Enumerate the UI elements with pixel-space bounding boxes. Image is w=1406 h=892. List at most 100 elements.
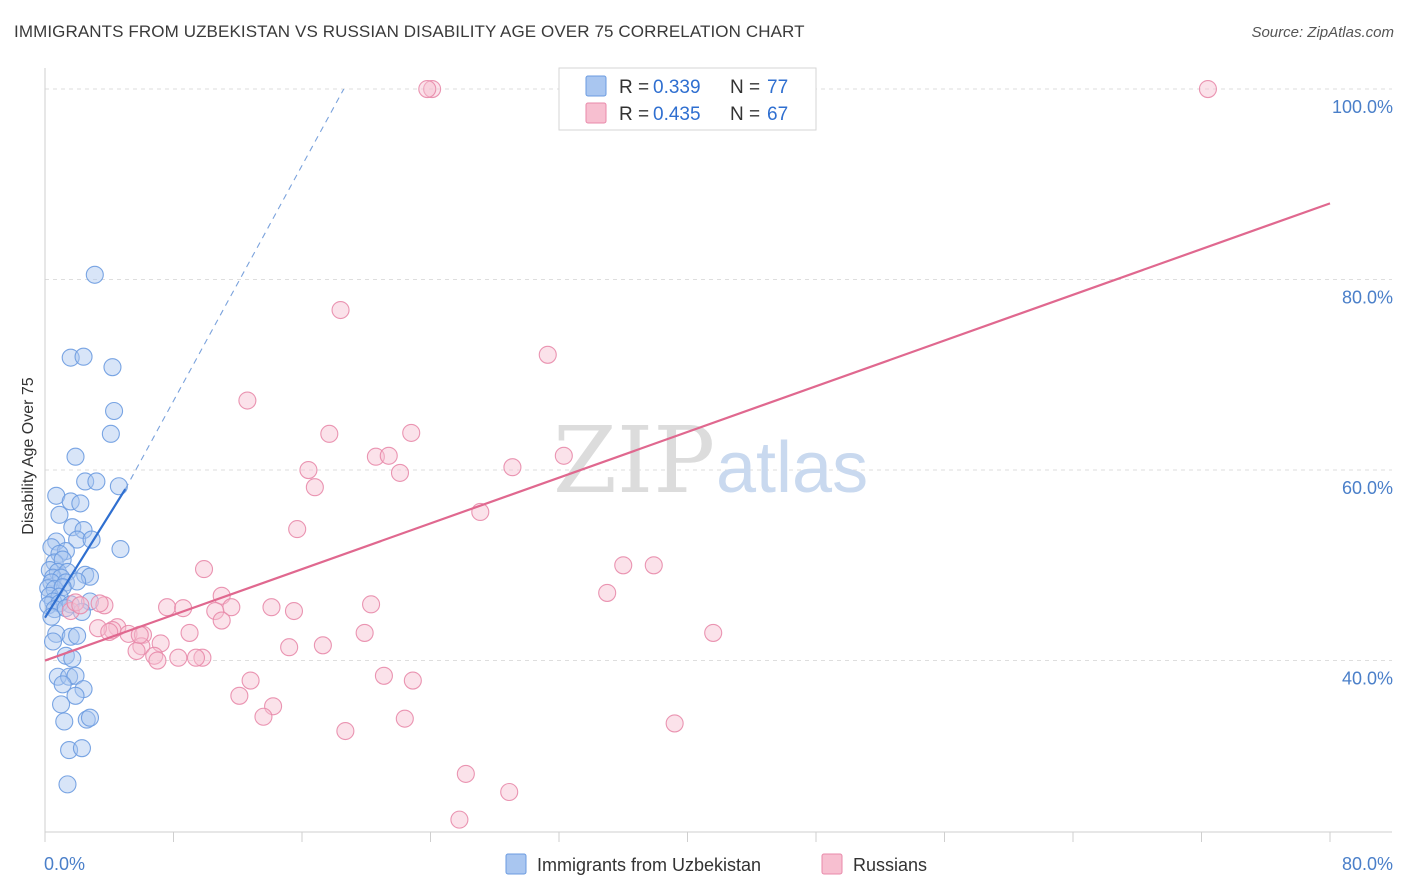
point-0-22 xyxy=(50,544,69,563)
legend-swatch-uzbekistan xyxy=(585,75,607,97)
point-1-59 xyxy=(500,782,519,802)
watermark-zip: ZIP xyxy=(553,407,715,514)
y-tick-label-3: 100.0% xyxy=(1332,97,1393,117)
point-0-51 xyxy=(68,626,87,645)
point-1-44 xyxy=(313,636,332,655)
y-tick-label-2: 80.0% xyxy=(1342,288,1393,308)
point-1-61 xyxy=(90,594,109,613)
point-1-42 xyxy=(127,641,146,661)
correlation-legend: R = 0.339 N = 77 R = 0.435 N = 67 xyxy=(558,67,817,131)
legend-r-label-2: R = xyxy=(619,104,649,125)
point-0-13 xyxy=(50,505,69,524)
point-1-18 xyxy=(644,556,663,575)
point-1-29 xyxy=(61,601,80,621)
point-1-12 xyxy=(390,463,410,482)
trend-lines xyxy=(44,88,1331,662)
point-1-38 xyxy=(355,623,374,642)
point-1-56 xyxy=(665,714,684,733)
chart-title: IMMIGRANTS FROM UZBEKISTAN VS RUSSIAN DI… xyxy=(14,22,805,41)
trend-line-uzbekistan-extension xyxy=(124,88,345,490)
point-1-21 xyxy=(598,583,617,602)
point-1-54 xyxy=(254,707,273,726)
point-0-9 xyxy=(109,477,128,496)
point-0-58 xyxy=(53,675,72,694)
y-tick-label-1: 60.0% xyxy=(1342,478,1393,498)
point-0-66 xyxy=(72,739,91,758)
point-1-46 xyxy=(169,648,188,667)
point-1-49 xyxy=(241,671,260,690)
point-1-58 xyxy=(456,764,475,783)
point-1-10 xyxy=(554,446,573,465)
legend-n-value-2: 67 xyxy=(767,104,788,125)
point-0-1 xyxy=(61,348,80,367)
point-1-28 xyxy=(206,601,225,621)
point-0-50 xyxy=(61,627,80,646)
point-1-45 xyxy=(145,646,164,665)
point-1-6 xyxy=(320,424,339,443)
point-1-7 xyxy=(402,423,421,442)
point-1-48 xyxy=(148,651,167,670)
legend-r-label-1: R = xyxy=(619,77,649,98)
series-russians-points xyxy=(61,80,1217,829)
point-1-35 xyxy=(88,619,108,638)
point-1-14 xyxy=(305,478,324,497)
legend-swatch-russians xyxy=(585,102,607,124)
point-0-17 xyxy=(68,530,87,549)
point-0-63 xyxy=(77,710,96,729)
bottom-legend-swatch-uzbekistan xyxy=(505,853,527,875)
y-axis-label: Disability Age Over 75 xyxy=(20,377,37,535)
watermark-atlas: atlas xyxy=(716,428,868,508)
point-1-43 xyxy=(280,638,299,657)
bottom-legend-label-russians: Russians xyxy=(853,855,927,875)
x-tick-label-0: 0.0% xyxy=(44,854,85,874)
point-1-11 xyxy=(299,460,318,480)
point-1-23 xyxy=(158,598,177,617)
point-0-60 xyxy=(66,686,85,705)
point-1-9 xyxy=(379,446,398,465)
point-0-4 xyxy=(105,401,124,421)
point-1-57 xyxy=(336,721,355,741)
point-1-52 xyxy=(230,686,249,705)
point-1-2 xyxy=(1198,80,1217,99)
point-1-8 xyxy=(366,447,385,466)
point-1-5 xyxy=(238,391,257,410)
x-tick-labels: 0.0% 80.0% xyxy=(44,854,1393,874)
bottom-legend-label-uzbekistan: Immigrants from Uzbekistan xyxy=(537,855,761,875)
point-0-5 xyxy=(101,424,120,443)
x-tick-label-1: 80.0% xyxy=(1342,854,1393,874)
point-0-64 xyxy=(80,708,100,727)
point-0-62 xyxy=(55,712,74,731)
point-1-0 xyxy=(423,80,442,99)
legend-n-label-1: N = xyxy=(730,77,760,98)
point-1-55 xyxy=(395,709,414,728)
point-1-51 xyxy=(403,671,422,690)
point-0-0 xyxy=(85,265,104,284)
point-1-3 xyxy=(331,300,350,320)
point-0-67 xyxy=(58,775,77,794)
point-1-1 xyxy=(418,80,437,99)
trend-line-uzbekistan xyxy=(44,488,127,619)
point-1-31 xyxy=(212,611,231,630)
point-1-47 xyxy=(193,648,212,667)
point-1-13 xyxy=(503,458,522,477)
point-0-19 xyxy=(111,540,130,559)
point-0-6 xyxy=(66,447,85,466)
legend-r-value-1: 0.339 xyxy=(653,77,701,98)
point-0-52 xyxy=(43,632,63,651)
series-uzbekistan-points xyxy=(39,265,130,794)
bottom-legend-swatch-russians xyxy=(821,853,843,875)
point-1-15 xyxy=(288,520,307,539)
point-1-64 xyxy=(66,593,85,612)
source-credit: Source: ZipAtlas.com xyxy=(1251,24,1394,41)
point-0-57 xyxy=(66,666,85,685)
series-legend: Immigrants from Uzbekistan Russians xyxy=(505,853,927,875)
point-0-61 xyxy=(52,695,71,714)
axes xyxy=(44,68,1392,842)
point-1-63 xyxy=(186,648,206,667)
point-1-22 xyxy=(362,595,381,614)
legend-n-value-1: 77 xyxy=(767,77,788,98)
point-1-4 xyxy=(538,345,557,364)
trend-line-russians xyxy=(44,202,1331,662)
point-1-26 xyxy=(262,598,281,617)
